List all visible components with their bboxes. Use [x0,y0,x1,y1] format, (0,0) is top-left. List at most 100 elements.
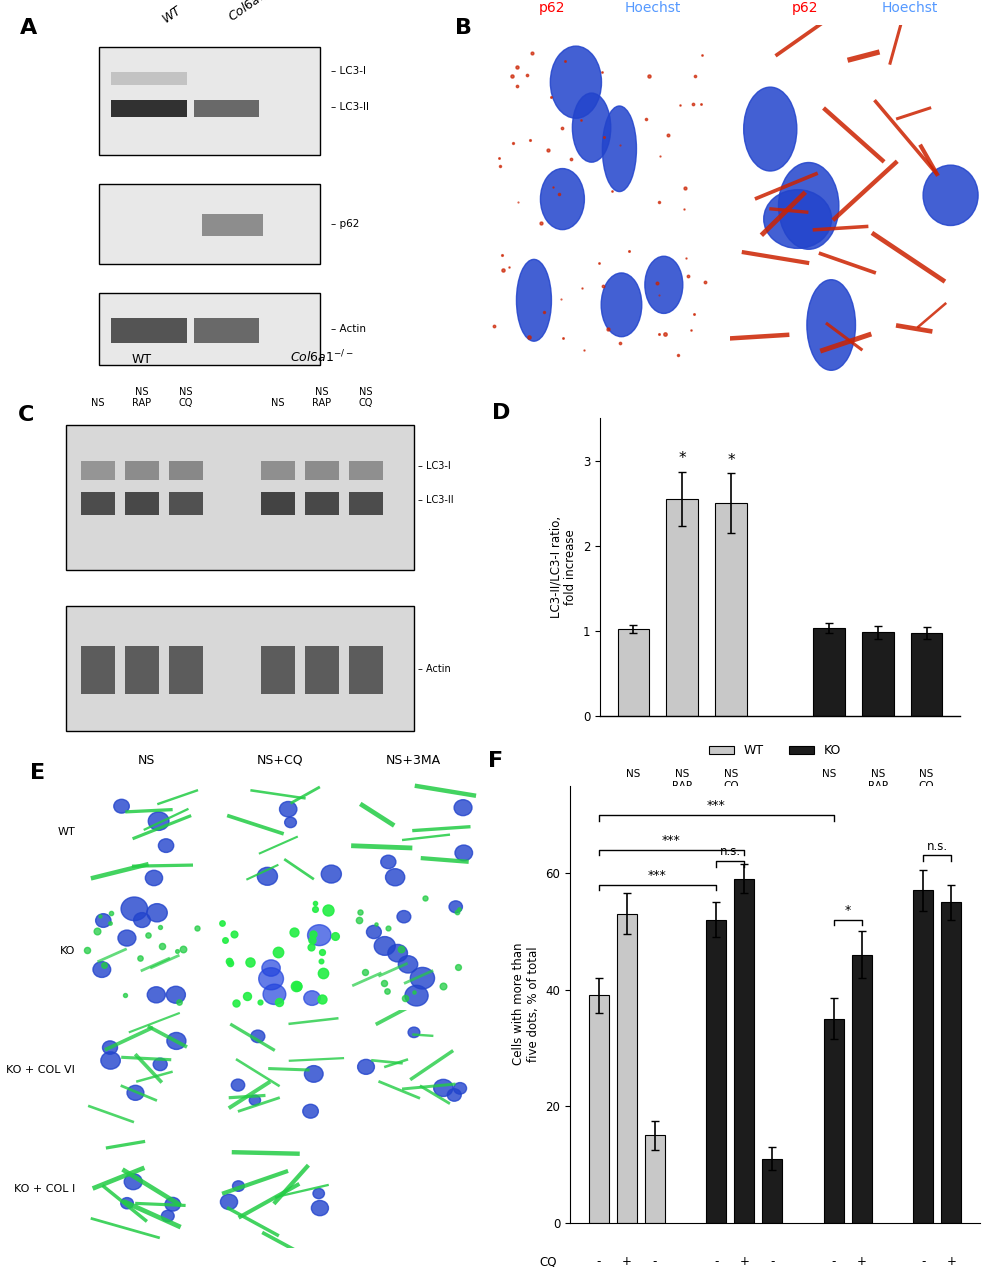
Text: CQ: CQ [539,1256,557,1267]
Bar [99,293,320,365]
Circle shape [161,1210,174,1221]
Bar [169,461,203,480]
Text: p62: p62 [539,0,565,14]
Bar [81,461,115,480]
Bar [81,492,115,514]
Text: E: E [30,763,45,783]
Bar [305,461,339,480]
Bar [99,184,320,264]
Text: -: - [770,1256,774,1267]
Text: *: * [678,451,686,466]
Circle shape [455,845,473,860]
Text: NS
CQ: NS CQ [359,386,373,408]
Circle shape [158,839,174,853]
Circle shape [303,1105,318,1119]
Text: A: A [20,18,37,38]
Circle shape [165,1197,180,1211]
Bar [349,461,383,480]
Circle shape [454,1082,467,1095]
Bar [666,499,698,716]
Text: -: - [921,1256,925,1267]
Text: ***: *** [648,869,667,882]
Text: +: + [739,1256,749,1267]
Text: ***: *** [707,798,726,812]
Text: WT: WT [492,355,514,369]
Text: NS+CQ: NS+CQ [257,754,303,767]
Circle shape [96,914,111,927]
Text: – LC3-II: – LC3-II [331,101,369,111]
Bar [125,492,159,514]
Circle shape [410,968,435,990]
Circle shape [103,1041,118,1054]
Ellipse shape [540,169,584,229]
Text: – LC3-I: – LC3-I [418,460,451,470]
Bar [715,503,747,716]
Text: -: - [597,1256,601,1267]
Circle shape [358,1059,374,1074]
Circle shape [145,870,163,886]
Bar [617,914,637,1223]
Bar [305,646,339,694]
Text: $Col6a1^{-/-}$: $Col6a1^{-/-}$ [224,0,286,25]
Bar [706,920,726,1223]
Circle shape [285,817,296,827]
Text: -: - [714,1256,718,1267]
Legend: WT, KO: WT, KO [704,740,846,763]
Circle shape [304,991,320,1006]
Text: *: * [727,452,735,468]
Text: NS: NS [271,399,285,408]
Bar [862,632,894,716]
Circle shape [121,897,148,921]
Circle shape [405,986,428,1006]
Circle shape [231,1079,245,1091]
Ellipse shape [923,165,978,226]
Circle shape [101,1052,120,1069]
Circle shape [397,911,411,922]
Ellipse shape [807,280,856,370]
Circle shape [449,901,462,912]
Circle shape [259,968,283,990]
Y-axis label: Cells with more than
five dots, % of total: Cells with more than five dots, % of tot… [512,943,540,1066]
Text: NS+3MA: NS+3MA [386,754,441,767]
Text: +: + [622,1256,632,1267]
Text: – Actin: – Actin [331,323,366,333]
Bar [111,72,187,85]
Circle shape [121,1197,133,1209]
Text: ***: *** [662,834,681,846]
Text: KO + COL I: KO + COL I [14,1183,75,1194]
Text: – LC3-II: – LC3-II [418,495,454,506]
Bar [169,646,203,694]
Bar [349,492,383,514]
Bar [111,318,187,343]
Text: $Col6a1^{-/-}$: $Col6a1^{-/-}$ [742,352,800,369]
Circle shape [257,868,277,886]
Ellipse shape [601,272,642,337]
Circle shape [308,925,331,945]
Circle shape [153,1058,167,1071]
Circle shape [280,802,297,817]
Circle shape [148,812,169,830]
Text: n.s.: n.s. [720,845,741,859]
Circle shape [93,962,111,977]
Text: -: - [832,1256,836,1267]
Bar [66,424,414,570]
Y-axis label: LC3-II/LC3-I ratio,
fold increase: LC3-II/LC3-I ratio, fold increase [549,516,577,618]
Circle shape [374,936,395,955]
Bar [734,879,754,1223]
Text: C: C [18,405,34,426]
Bar [913,891,933,1223]
Bar [202,214,263,236]
Bar [305,492,339,514]
Circle shape [220,1195,238,1210]
Circle shape [166,986,185,1003]
Bar [125,646,159,694]
Text: F: F [488,750,503,770]
Circle shape [249,1095,261,1105]
Circle shape [262,960,280,976]
Bar [618,630,649,716]
Text: $Col6a1^{-/-}$: $Col6a1^{-/-}$ [846,850,910,867]
Bar [194,100,259,118]
Bar [261,461,295,480]
Bar [349,646,383,694]
Text: Hoechst: Hoechst [625,0,681,14]
